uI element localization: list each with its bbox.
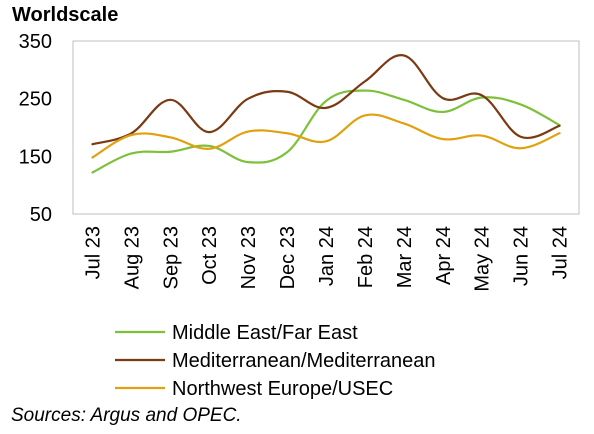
x-tick-label: Aug 23 (121, 226, 143, 289)
y-tick-label: 250 (19, 89, 52, 111)
x-tick-label: Jul 24 (550, 226, 572, 279)
x-tick-label: Jan 24 (316, 226, 338, 286)
y-axis-title: Worldscale (12, 4, 118, 26)
x-tick-label: Dec 23 (277, 226, 299, 289)
legend: Middle East/Far East Mediterranean/Medite… (115, 322, 436, 400)
y-tick-label: 350 (19, 31, 52, 53)
series-line-2 (91, 54, 561, 146)
legend-label: Northwest Europe/USEC (172, 378, 393, 400)
x-tick-label: Oct 23 (199, 226, 221, 285)
series-lines (91, 54, 561, 174)
x-tick-labels: Jul 23 Aug 23 Sep 23 Oct 23 Nov 23 Dec 23 Jan … (82, 226, 571, 292)
x-tick-label: Jul 23 (82, 226, 104, 279)
plot-area-frame (72, 40, 580, 215)
series-line-3 (91, 113, 561, 159)
x-tick-label: Jun 24 (511, 226, 533, 286)
legend-label: Mediterranean/Mediterranean (172, 350, 436, 372)
x-tick-label: Apr 24 (433, 226, 455, 285)
y-tick-labels: 50 150 250 350 (19, 31, 52, 226)
x-tick-label: May 24 (472, 226, 494, 292)
series-line-1 (91, 89, 561, 174)
y-tick-label: 50 (30, 204, 52, 226)
x-tick-label: Sep 23 (160, 226, 182, 289)
x-tick-label: Mar 24 (394, 226, 416, 288)
legend-label: Middle East/Far East (172, 322, 358, 344)
x-tick-label: Nov 23 (238, 226, 260, 289)
y-tick-label: 150 (19, 146, 52, 168)
x-tick-label: Feb 24 (355, 226, 377, 288)
source-note: Sources: Argus and OPEC. (11, 405, 242, 426)
